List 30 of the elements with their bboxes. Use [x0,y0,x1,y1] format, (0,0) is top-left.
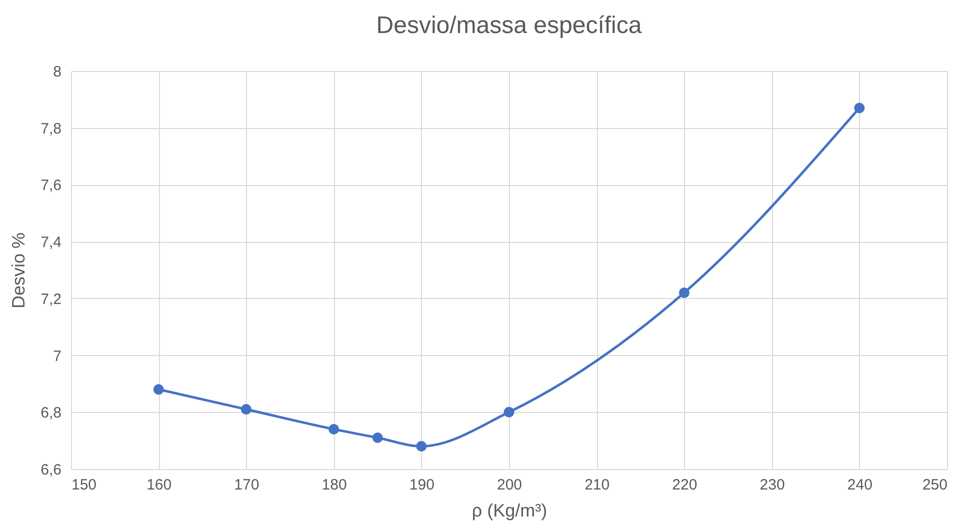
y-tick-label: 7,8 [40,120,62,138]
y-tick-label: 7,6 [40,177,62,194]
x-tick-label: 210 [584,476,610,494]
point [854,102,865,114]
x-tick-label: 160 [146,476,172,494]
y-tick-label: 6,6 [40,462,62,478]
x-tick-label: 180 [322,476,347,494]
x-tick-label: 200 [496,476,522,494]
point [504,406,514,418]
point [153,384,164,395]
x-axis-title: ρ (Kg/m³) [472,500,548,520]
y-tick-label: 6,8 [40,404,62,422]
x-tick-label: 150 [72,476,97,494]
y-tick-label: 7,2 [40,290,62,308]
y-tick-label: 7,4 [40,234,62,252]
y-tick-label: 7 [53,348,62,365]
x-tick-label: 240 [847,476,872,494]
x-tick-label: 170 [234,476,260,494]
point [328,424,340,434]
chart-title: Desvio/massa específica [376,12,642,39]
x-tick-label: 250 [922,476,948,494]
point [416,441,427,452]
y-axis-title: Desvio % [8,232,29,309]
x-tick-label: 190 [409,476,434,494]
x-tick-label: 230 [760,476,785,494]
x-tick-label: 220 [672,476,698,494]
point [678,288,690,298]
y-tick-label: 8 [53,64,62,80]
point [372,432,383,443]
point [240,404,252,415]
